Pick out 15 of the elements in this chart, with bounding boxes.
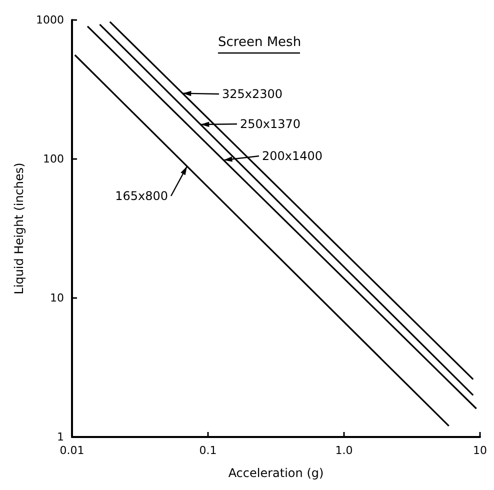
legend-title: Screen Mesh <box>218 35 302 50</box>
y-tick-label: 100 <box>43 152 64 166</box>
y-tick-label: 1 <box>57 430 64 444</box>
legend-label: 250x1370 <box>240 117 301 131</box>
x-tick-label: 1.0 <box>335 444 353 457</box>
y-axis-title: Liquid Height (inches) <box>12 162 26 294</box>
text: 165x800 <box>115 189 168 203</box>
legend-label: 200x1400 <box>262 149 323 163</box>
y-tick-label: 10 <box>50 292 64 304</box>
legend-label: 325x2300 <box>222 87 283 101</box>
x-tick-label: 0.01 <box>60 444 84 457</box>
x-tick-label: 0.1 <box>199 444 217 457</box>
y-tick-label: 1000 <box>36 14 64 26</box>
x-tick-label: 10 <box>473 444 487 457</box>
x-axis-title: Acceleration (g) <box>228 466 324 480</box>
